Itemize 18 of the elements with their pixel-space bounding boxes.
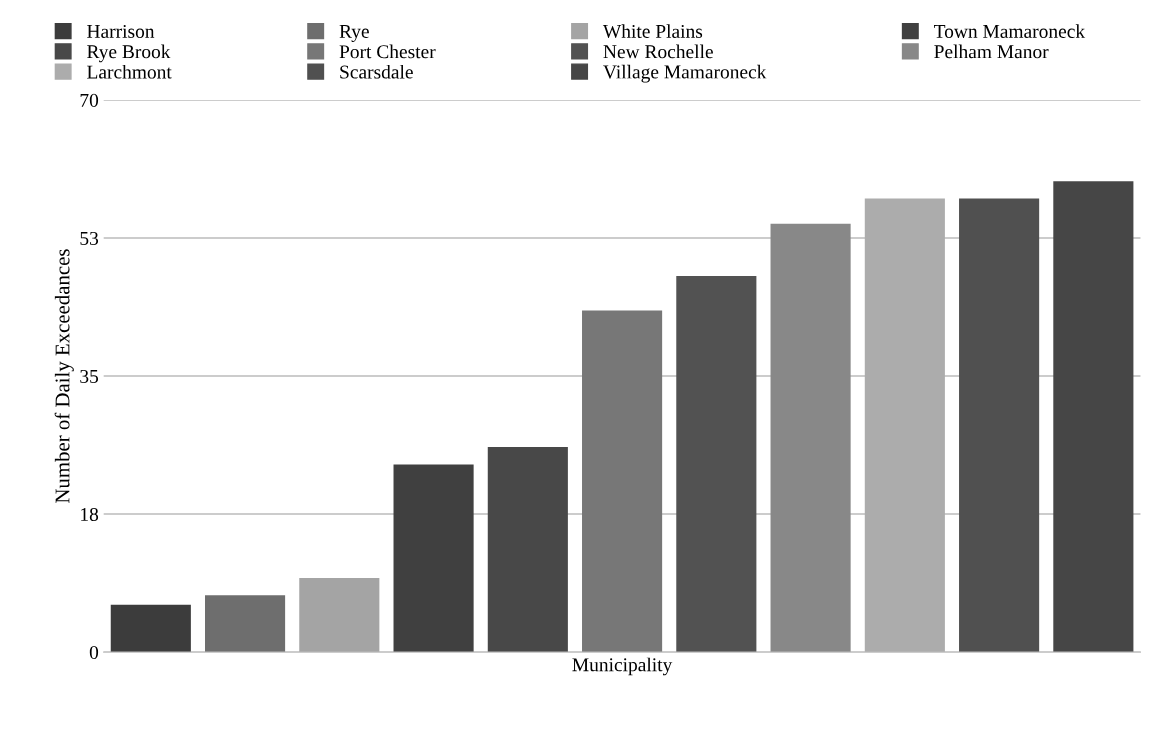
- legend-label: Rye Brook: [87, 44, 171, 63]
- legend-label: New Rochelle: [603, 44, 713, 59]
- y-axis-title: Number of Daily Exceedances: [54, 249, 74, 504]
- y-tick-label: 70: [80, 93, 99, 107]
- legend-label: Rye: [339, 25, 369, 42]
- x-axis-title: Municipality: [572, 657, 673, 676]
- y-tick-label: 35: [80, 369, 99, 383]
- y-tick-label: 18: [81, 507, 99, 522]
- y-tick-label: 53: [80, 231, 99, 245]
- legend-label: Larchmont: [87, 64, 172, 79]
- legend-label: White Plains: [602, 24, 703, 39]
- legend-label: Harrison: [87, 24, 155, 38]
- legend-label: Scarsdale: [340, 64, 413, 79]
- legend-label: Town Mamaroneck: [934, 24, 1086, 38]
- y-tick-label: 0: [89, 645, 99, 660]
- legend-label: Village Mamaroneck: [603, 64, 767, 83]
- legend-label: Port Chester: [339, 44, 436, 59]
- legend-label: Pelham Manor: [934, 44, 1049, 59]
